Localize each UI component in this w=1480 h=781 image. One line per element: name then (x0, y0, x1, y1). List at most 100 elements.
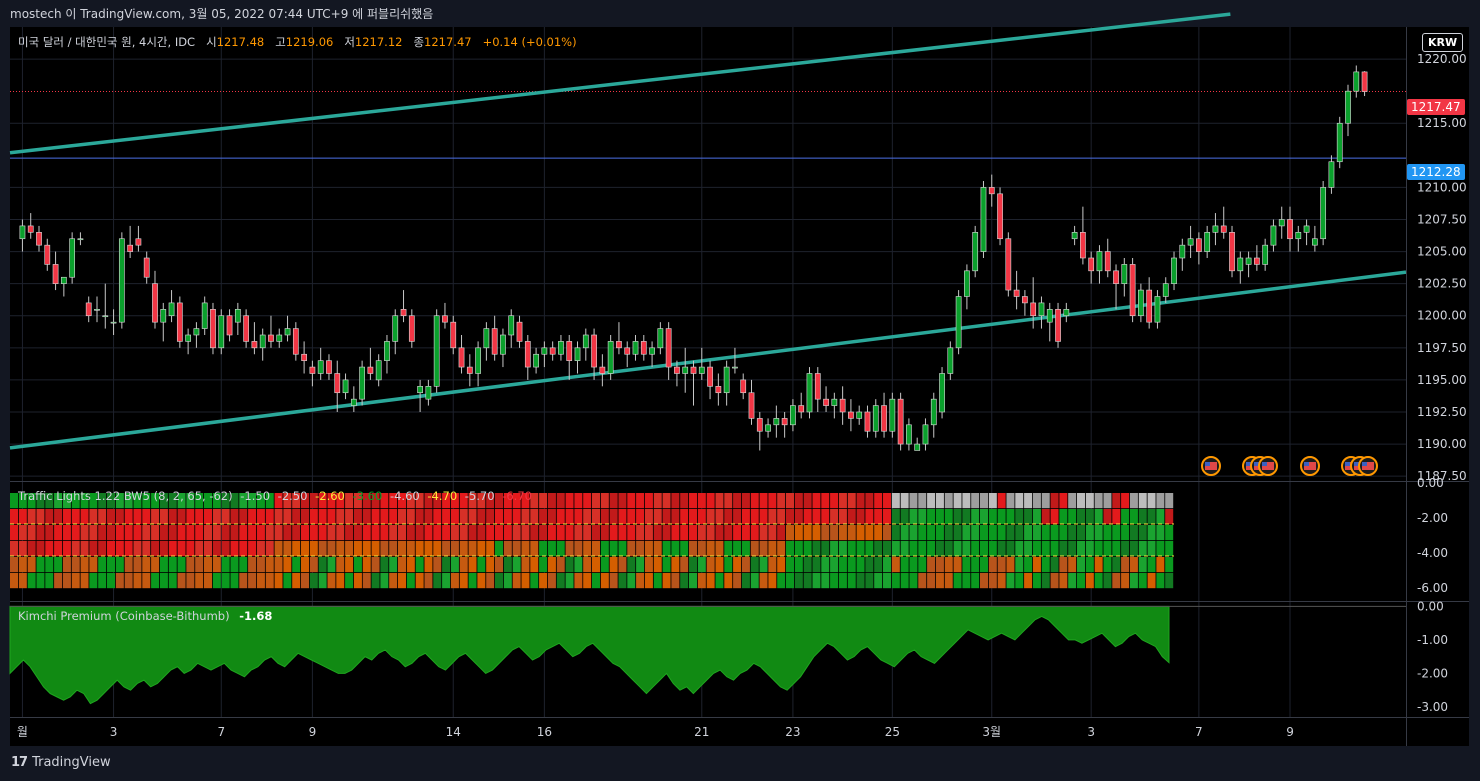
tl-cell (901, 525, 909, 540)
candle (558, 335, 563, 361)
tl-cell (715, 573, 723, 588)
candle (103, 284, 108, 329)
brand[interactable]: 𝟭𝟳 TradingView (11, 755, 111, 770)
tl-cell (1103, 493, 1111, 508)
tl-cell (592, 541, 600, 556)
tl-cell (160, 541, 168, 556)
tl-cell (530, 541, 538, 556)
candle (1271, 219, 1276, 251)
candle-body (409, 316, 414, 342)
tl-cell (389, 573, 397, 588)
tl-cell (19, 509, 27, 524)
tl-cell (768, 573, 776, 588)
candle-body (848, 412, 853, 418)
tl-cell (566, 509, 574, 524)
candle-body (600, 367, 605, 373)
candle-body (252, 341, 257, 347)
channel-line (10, 272, 1406, 448)
tl-cell (945, 573, 953, 588)
tl-cell (883, 493, 891, 508)
tl-cell (504, 525, 512, 540)
tl-cell (971, 493, 979, 508)
tl-cell (610, 493, 618, 508)
tl-cell (380, 541, 388, 556)
tl-cell (663, 541, 671, 556)
tl-cell (909, 573, 917, 588)
candle-body (210, 309, 215, 347)
candle-body (343, 380, 348, 393)
tl-cell (733, 525, 741, 540)
candle (848, 399, 853, 431)
tl-cell (680, 525, 688, 540)
tl-cell (812, 509, 820, 524)
tl-cell (1139, 573, 1147, 588)
candle (732, 348, 737, 374)
candle-body (1130, 264, 1135, 315)
candle (898, 393, 903, 451)
tl-cell (142, 509, 150, 524)
candle (1055, 303, 1060, 348)
tl-cell (230, 541, 238, 556)
candle-body (161, 309, 166, 322)
tl-cell (45, 573, 53, 588)
tl-cell (19, 541, 27, 556)
tl-cell (804, 493, 812, 508)
tl-cell (1103, 525, 1111, 540)
tl-cell (1086, 525, 1094, 540)
candle (608, 335, 613, 380)
candle (989, 175, 994, 207)
tl-cell (380, 509, 388, 524)
tl-cell (574, 525, 582, 540)
kimchi-y-tick-label: -1.00 (1417, 633, 1448, 647)
tl-cell (566, 573, 574, 588)
tl-cell (539, 541, 547, 556)
tl-cell (1148, 525, 1156, 540)
currency-button[interactable]: KRW (1422, 33, 1463, 52)
candle (939, 367, 944, 418)
tl-cell (301, 541, 309, 556)
tl-cell (865, 541, 873, 556)
main-legend: 미국 달러 / 대한민국 원, 4시간, IDC 시1217.48 고1219.… (18, 34, 577, 50)
candle (997, 187, 1002, 245)
candle-body (840, 399, 845, 412)
tl-cell (1077, 493, 1085, 508)
tl-cell (707, 541, 715, 556)
tl-cell (1068, 509, 1076, 524)
tl-cell (1015, 557, 1023, 572)
candle (542, 341, 547, 367)
tl-cell (213, 573, 221, 588)
tl-cell (116, 557, 124, 572)
tl-cell (257, 573, 265, 588)
tl-cell (962, 557, 970, 572)
tl-cell (945, 525, 953, 540)
tl-cell (954, 573, 962, 588)
candle-body (633, 341, 638, 354)
candle (600, 354, 605, 386)
tl-cell (469, 557, 477, 572)
tl-cell (1077, 557, 1085, 572)
tl-cell (222, 541, 230, 556)
tl-cell (698, 493, 706, 508)
tl-cell (874, 525, 882, 540)
tl-cell (601, 541, 609, 556)
tl-cell (927, 557, 935, 572)
x-tick-label: 7 (217, 725, 225, 739)
us-flag-icon (1202, 457, 1220, 475)
tl-cell (883, 509, 891, 524)
tl-cell (830, 493, 838, 508)
candle-body (28, 226, 33, 232)
tl-cell (618, 541, 626, 556)
traffic-lights-params: (8, 2, 65, -62) (154, 489, 233, 503)
candle (1147, 277, 1152, 328)
candle (815, 367, 820, 412)
candle (277, 329, 282, 348)
tl-cell (372, 509, 380, 524)
candle-body (368, 367, 373, 373)
candle (1097, 245, 1102, 283)
tl-cell (230, 509, 238, 524)
event-flags (1202, 457, 1377, 475)
tl-cell (1165, 493, 1173, 508)
tl-cell (760, 525, 768, 540)
candle (931, 393, 936, 438)
